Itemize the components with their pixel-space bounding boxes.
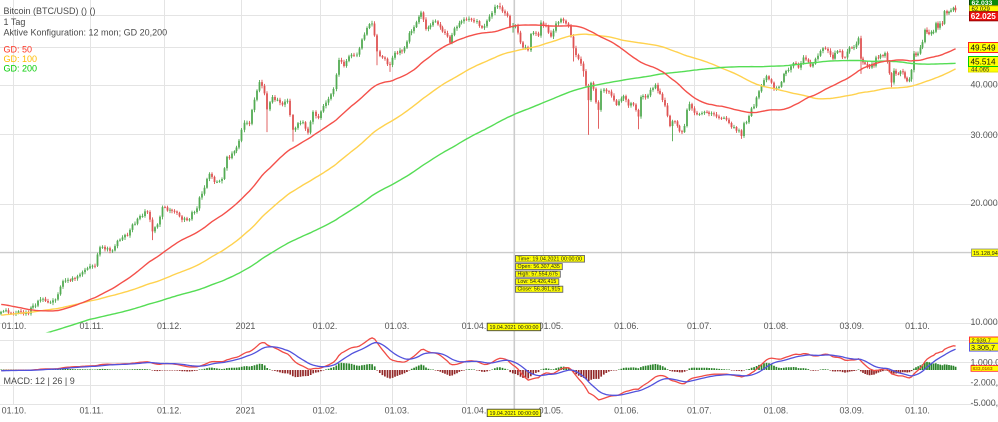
svg-text:01.10.: 01.10. xyxy=(905,321,930,331)
svg-text:01.08.: 01.08. xyxy=(764,321,789,331)
svg-text:01.11.: 01.11. xyxy=(79,405,103,415)
svg-text:01.03.: 01.03. xyxy=(385,405,410,415)
svg-text:833,0163: 833,0163 xyxy=(973,366,993,372)
svg-text:MACD: 12 | 26 | 9: MACD: 12 | 26 | 9 xyxy=(4,376,75,386)
svg-text:-2.000,: -2.000, xyxy=(971,378,998,388)
svg-text:1 Tag: 1 Tag xyxy=(4,17,26,27)
svg-text:2021: 2021 xyxy=(236,321,256,331)
svg-text:20.000: 20.000 xyxy=(971,198,998,208)
svg-text:01.06.: 01.06. xyxy=(614,321,639,331)
svg-text:01.10.: 01.10. xyxy=(905,405,930,415)
svg-text:01.03.: 01.03. xyxy=(385,321,410,331)
svg-text:Aktive Konfiguration: 12 mon;: Aktive Konfiguration: 12 mon; GD 20,200 xyxy=(4,27,168,37)
svg-text:2021: 2021 xyxy=(236,405,256,415)
svg-text:3.305,7: 3.305,7 xyxy=(971,343,995,352)
svg-text:10.000: 10.000 xyxy=(971,317,998,327)
svg-text:GD: 50: GD: 50 xyxy=(4,44,33,54)
svg-text:01.05.: 01.05. xyxy=(539,405,564,415)
svg-text:44.065: 44.065 xyxy=(971,68,990,74)
svg-text:01.02.: 01.02. xyxy=(313,405,338,415)
svg-text:Low: 54.426,415: Low: 54.426,415 xyxy=(518,279,557,285)
svg-text:01.12.: 01.12. xyxy=(157,405,182,415)
svg-text:30.000: 30.000 xyxy=(971,130,998,140)
svg-text:01.10.: 01.10. xyxy=(2,321,27,331)
svg-text:Open: 56.307,435: Open: 56.307,435 xyxy=(518,264,560,270)
svg-text:03.09.: 03.09. xyxy=(839,405,864,415)
svg-text:01.12.: 01.12. xyxy=(157,321,182,331)
svg-text:High: 57.554,675: High: 57.554,675 xyxy=(518,272,558,278)
svg-text:01.11.: 01.11. xyxy=(79,321,103,331)
svg-text:01.07.: 01.07. xyxy=(687,321,712,331)
svg-text:Bitcoin (BTC/USD) () (): Bitcoin (BTC/USD) () () xyxy=(4,6,96,16)
svg-text:15.128,94: 15.128,94 xyxy=(973,251,998,257)
svg-text:49.549: 49.549 xyxy=(971,44,996,53)
svg-text:01.07.: 01.07. xyxy=(687,405,712,415)
svg-text:Close: 56.361,915: Close: 56.361,915 xyxy=(518,287,561,293)
svg-text:GD: 100: GD: 100 xyxy=(4,54,38,64)
svg-text:45.514: 45.514 xyxy=(971,58,996,67)
svg-text:01.02.: 01.02. xyxy=(313,321,338,331)
svg-text:01.08.: 01.08. xyxy=(764,405,789,415)
svg-text:-5.000,: -5.000, xyxy=(971,398,998,408)
svg-text:40.000: 40.000 xyxy=(971,80,998,90)
svg-text:01.04.: 01.04. xyxy=(462,321,487,331)
svg-text:Time: 19.04.2021 00:00:00: Time: 19.04.2021 00:00:00 xyxy=(518,257,583,263)
svg-text:01.10.: 01.10. xyxy=(2,405,27,415)
svg-text:01.05.: 01.05. xyxy=(539,321,564,331)
svg-text:62.025: 62.025 xyxy=(971,12,996,21)
svg-text:01.06.: 01.06. xyxy=(614,405,639,415)
svg-text:GD: 200: GD: 200 xyxy=(4,64,38,74)
svg-text:19.04.2021 00:00:00: 19.04.2021 00:00:00 xyxy=(490,411,539,417)
svg-text:01.04.: 01.04. xyxy=(462,405,487,415)
svg-text:03.09.: 03.09. xyxy=(839,321,864,331)
svg-text:19.04.2021 00:00:00: 19.04.2021 00:00:00 xyxy=(490,325,539,331)
